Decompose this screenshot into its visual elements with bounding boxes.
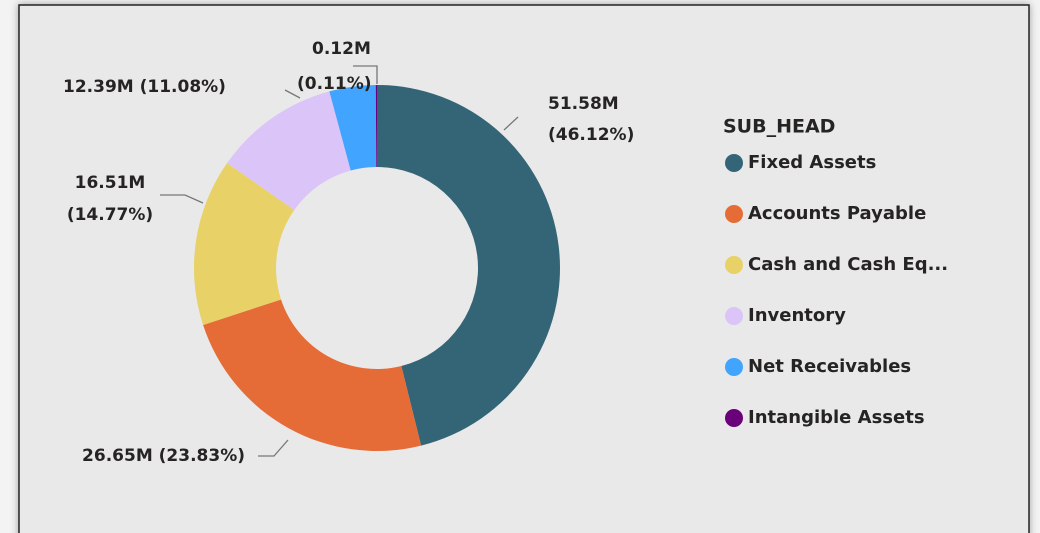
legend-marker [725,409,743,427]
donut [193,85,560,451]
data-label: 12.39M (11.08%) [63,77,226,97]
leader-line [353,65,378,84]
slice [227,91,351,211]
leader-line [258,439,289,457]
legend-marker [725,154,743,172]
data-label: 16.51M (14.77%) [67,173,153,225]
data-label: 0.12M (0.11%) [297,39,372,94]
legend-label: Intangible Assets [748,407,925,428]
leader-line [160,194,204,204]
legend-label: Net Receivables [748,356,911,377]
slice [203,299,422,451]
legend-marker [725,307,743,325]
leader-line [503,116,519,131]
slice [329,85,377,171]
data-label: 51.58M (46.12%) [548,94,634,145]
legend-label: Inventory [748,305,846,326]
leader-line [284,89,301,99]
legend-title: SUB_HEAD [723,116,835,138]
legend-label: Cash and Cash Eq... [748,254,948,275]
slice [375,85,377,168]
slice [377,85,560,446]
legend-label: Accounts Payable [748,203,926,224]
legend-marker [725,205,743,223]
legend-label: Fixed Assets [748,152,876,173]
legend-marker [725,358,743,376]
slice [193,163,295,325]
data-label: 26.65M (23.83%) [82,446,245,466]
legend-marker [725,256,743,274]
